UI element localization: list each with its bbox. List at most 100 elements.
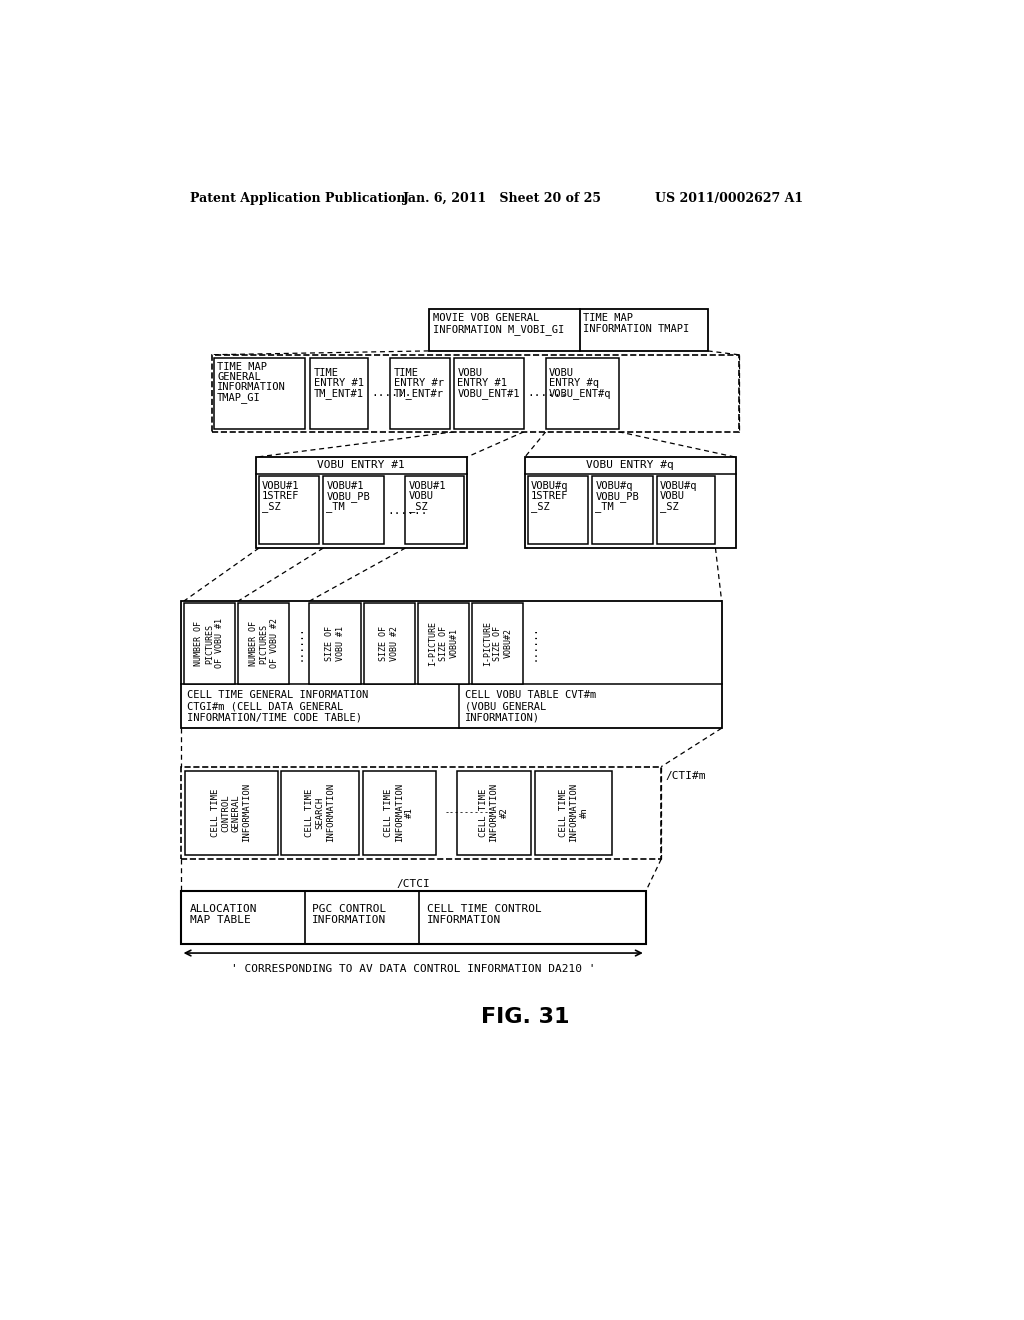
Text: VOBU_ENT#1: VOBU_ENT#1 <box>458 388 520 399</box>
Text: INFORMATION/TIME CODE TABLE): INFORMATION/TIME CODE TABLE) <box>187 711 361 722</box>
Text: VOBU#q: VOBU#q <box>531 480 568 491</box>
Text: INFORMATION: INFORMATION <box>427 915 502 924</box>
Text: VOBU#1: VOBU#1 <box>409 480 446 491</box>
Text: ENTRY #r: ENTRY #r <box>394 378 443 388</box>
Text: TMAP_GI: TMAP_GI <box>217 392 261 404</box>
Text: CELL TIME
INFORMATION
#n: CELL TIME INFORMATION #n <box>559 783 589 842</box>
Text: /CTI#m: /CTI#m <box>665 771 706 780</box>
Bar <box>418 603 469 684</box>
Text: CELL TIME
INFORMATION
#1: CELL TIME INFORMATION #1 <box>384 783 414 842</box>
Text: PGC CONTROL: PGC CONTROL <box>312 904 387 913</box>
Text: /CTCI: /CTCI <box>396 879 430 890</box>
Text: US 2011/0002627 A1: US 2011/0002627 A1 <box>655 191 803 205</box>
Bar <box>546 358 618 429</box>
Bar <box>180 601 722 729</box>
Text: CELL TIME
SEARCH
INFORMATION: CELL TIME SEARCH INFORMATION <box>305 783 335 842</box>
Text: ......: ...... <box>294 626 304 661</box>
Text: VOBU#1: VOBU#1 <box>262 480 300 491</box>
Text: VOBU: VOBU <box>458 368 482 378</box>
Text: 1STREF: 1STREF <box>531 491 568 502</box>
Text: _SZ: _SZ <box>262 502 281 512</box>
Text: VOBU: VOBU <box>549 368 573 378</box>
Text: MOVIE VOB GENERAL: MOVIE VOB GENERAL <box>432 313 539 323</box>
Bar <box>212 355 738 432</box>
Bar <box>458 771 531 855</box>
Text: CELL TIME
CONTROL
GENERAL
INFORMATION: CELL TIME CONTROL GENERAL INFORMATION <box>211 783 251 842</box>
Bar <box>183 603 234 684</box>
Bar <box>214 358 305 429</box>
Text: TIME MAP: TIME MAP <box>217 363 267 372</box>
Text: ......: ...... <box>528 626 538 661</box>
Bar <box>528 477 589 544</box>
Text: NUMBER OF
PICTURES
OF VOBU #1: NUMBER OF PICTURES OF VOBU #1 <box>195 619 224 668</box>
Text: CELL TIME
INFORMATION
#2: CELL TIME INFORMATION #2 <box>479 783 509 842</box>
Text: I-PICTURE
SIZE OF
VOBU#1: I-PICTURE SIZE OF VOBU#1 <box>428 620 459 667</box>
Text: VOBU: VOBU <box>659 491 685 502</box>
Bar <box>535 771 612 855</box>
Bar <box>259 477 319 544</box>
Text: VOBU#q: VOBU#q <box>595 480 633 491</box>
Text: MAP TABLE: MAP TABLE <box>190 915 251 924</box>
Bar <box>282 771 359 855</box>
Text: I-PICTURE
SIZE OF
VOBU#2: I-PICTURE SIZE OF VOBU#2 <box>482 620 513 667</box>
Bar <box>256 457 467 548</box>
Bar <box>656 477 716 544</box>
Bar <box>524 457 735 548</box>
Text: ALLOCATION: ALLOCATION <box>190 904 257 913</box>
Text: VOBU#q: VOBU#q <box>659 480 697 491</box>
Text: CELL TIME CONTROL: CELL TIME CONTROL <box>427 904 542 913</box>
Bar <box>592 477 652 544</box>
Bar <box>180 767 662 859</box>
Text: SIZE OF
VOBU #1: SIZE OF VOBU #1 <box>326 626 345 661</box>
Bar <box>364 603 415 684</box>
Text: VOBU ENTRY #1: VOBU ENTRY #1 <box>317 461 406 470</box>
Bar <box>309 603 360 684</box>
Bar <box>184 771 278 855</box>
Text: Patent Application Publication: Patent Application Publication <box>190 191 406 205</box>
Text: INFORMATION: INFORMATION <box>312 915 387 924</box>
Bar <box>324 477 384 544</box>
Text: _TM: _TM <box>327 502 345 512</box>
Text: VOBU ENTRY #q: VOBU ENTRY #q <box>587 461 674 470</box>
Text: ......: ...... <box>388 506 428 516</box>
Text: 1STREF: 1STREF <box>262 491 300 502</box>
Bar <box>238 603 289 684</box>
Text: CTGI#m (CELL DATA GENERAL: CTGI#m (CELL DATA GENERAL <box>187 701 343 711</box>
Text: _SZ: _SZ <box>531 502 550 512</box>
Text: INFORMATION): INFORMATION) <box>465 711 540 722</box>
Text: SIZE OF
VOBU #2: SIZE OF VOBU #2 <box>380 626 399 661</box>
Text: NUMBER OF
PICTURES
OF VOBU #2: NUMBER OF PICTURES OF VOBU #2 <box>249 619 279 668</box>
Text: TM_ENT#1: TM_ENT#1 <box>314 388 364 399</box>
Text: INFORMATION TMAPI: INFORMATION TMAPI <box>583 323 689 334</box>
Text: _SZ: _SZ <box>409 502 427 512</box>
Text: FIG. 31: FIG. 31 <box>480 1007 569 1027</box>
Text: ----------: ---------- <box>444 808 495 817</box>
Text: INFORMATION: INFORMATION <box>217 383 286 392</box>
Text: ENTRY #1: ENTRY #1 <box>458 378 507 388</box>
Bar <box>310 358 369 429</box>
Text: VOBU_PB: VOBU_PB <box>595 491 639 502</box>
Text: ......: ...... <box>372 388 412 399</box>
Text: TM_ENT#r: TM_ENT#r <box>394 388 443 399</box>
Text: VOBU: VOBU <box>409 491 433 502</box>
Text: TIME: TIME <box>314 368 339 378</box>
Bar <box>180 891 646 944</box>
Text: ENTRY #q: ENTRY #q <box>549 378 599 388</box>
Text: TIME: TIME <box>394 368 419 378</box>
Text: INFORMATION M_VOBI_GI: INFORMATION M_VOBI_GI <box>432 323 564 335</box>
Bar <box>455 358 524 429</box>
Bar <box>429 309 708 351</box>
Text: _TM: _TM <box>595 502 614 512</box>
Bar <box>472 603 523 684</box>
Text: ......: ...... <box>527 388 567 399</box>
Text: TIME MAP: TIME MAP <box>583 313 633 323</box>
Bar <box>406 477 464 544</box>
Text: VOBU_PB: VOBU_PB <box>327 491 370 502</box>
Text: ENTRY #1: ENTRY #1 <box>314 378 364 388</box>
Text: VOBU#1: VOBU#1 <box>327 480 364 491</box>
Text: _SZ: _SZ <box>659 502 678 512</box>
Text: (VOBU GENERAL: (VOBU GENERAL <box>465 701 547 711</box>
Text: Jan. 6, 2011   Sheet 20 of 25: Jan. 6, 2011 Sheet 20 of 25 <box>403 191 602 205</box>
Text: CELL TIME GENERAL INFORMATION: CELL TIME GENERAL INFORMATION <box>187 690 369 701</box>
Text: GENERAL: GENERAL <box>217 372 261 383</box>
